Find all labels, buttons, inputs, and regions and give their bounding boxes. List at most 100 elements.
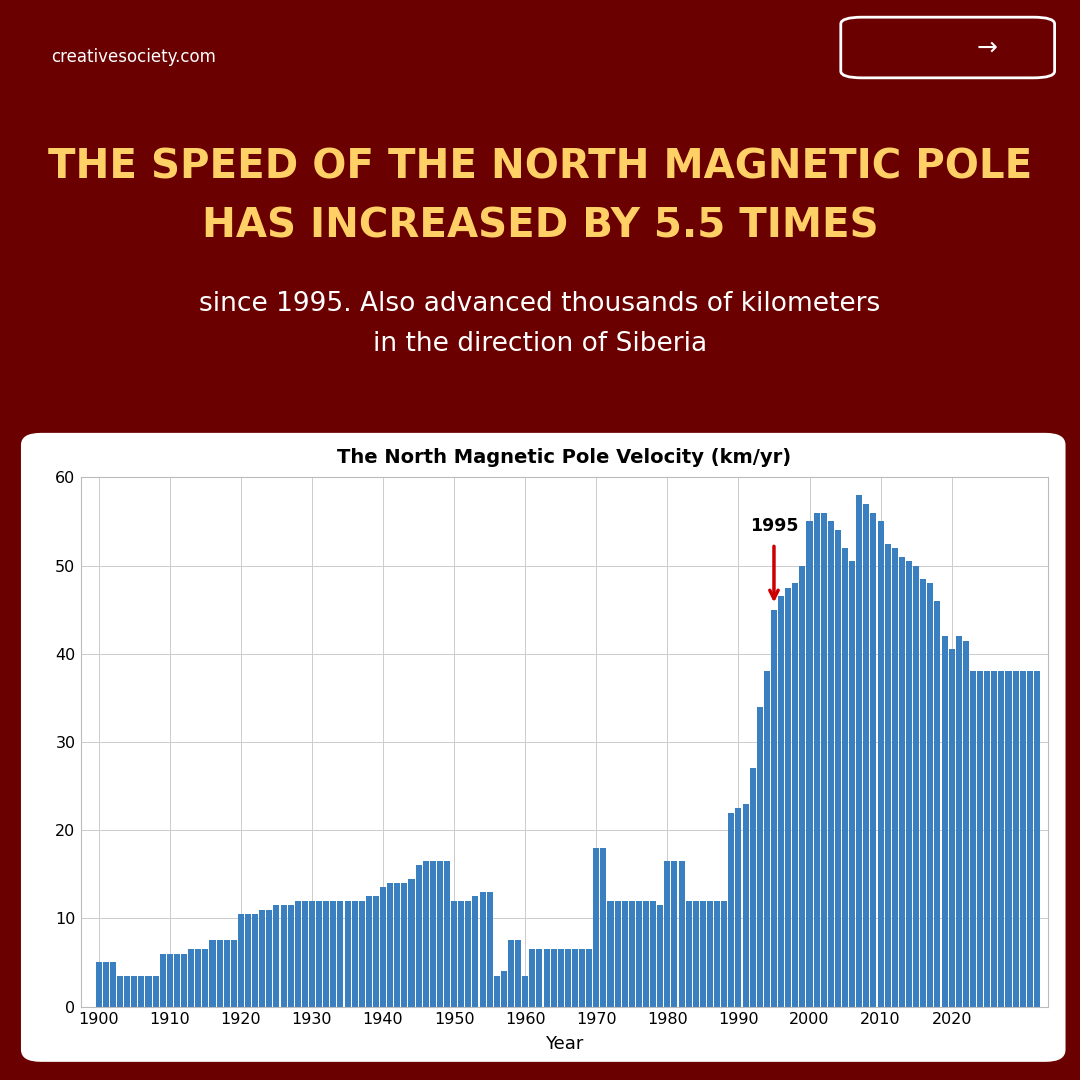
Text: since 1995. Also advanced thousands of kilometers
in the direction of Siberia: since 1995. Also advanced thousands of k… — [200, 291, 880, 357]
Bar — [557, 949, 564, 1007]
Bar — [1005, 672, 1012, 1007]
Bar — [117, 975, 123, 1007]
Bar — [146, 975, 151, 1007]
Bar — [202, 949, 208, 1007]
Bar — [1027, 672, 1032, 1007]
Bar — [998, 672, 1004, 1007]
Bar — [835, 530, 841, 1007]
Bar — [870, 513, 877, 1007]
FancyBboxPatch shape — [840, 17, 1055, 78]
Bar — [607, 901, 613, 1007]
Bar — [295, 901, 301, 1007]
Bar — [210, 941, 216, 1007]
Bar — [458, 901, 464, 1007]
Bar — [948, 649, 955, 1007]
Bar — [692, 901, 699, 1007]
Bar — [743, 804, 748, 1007]
Bar — [330, 901, 336, 1007]
Bar — [977, 672, 983, 1007]
Bar — [678, 861, 685, 1007]
Bar — [793, 583, 798, 1007]
Bar — [529, 949, 536, 1007]
Bar — [643, 901, 649, 1007]
Bar — [359, 901, 365, 1007]
Bar — [430, 861, 436, 1007]
Bar — [316, 901, 322, 1007]
Bar — [579, 949, 585, 1007]
Bar — [942, 636, 947, 1007]
Bar — [586, 949, 592, 1007]
Bar — [700, 901, 706, 1007]
Bar — [714, 901, 720, 1007]
Bar — [408, 879, 415, 1007]
Bar — [778, 596, 784, 1007]
Bar — [224, 941, 230, 1007]
Bar — [138, 975, 145, 1007]
Bar — [593, 848, 599, 1007]
Bar — [174, 954, 180, 1007]
Bar — [217, 941, 222, 1007]
Bar — [764, 672, 770, 1007]
Bar — [600, 848, 606, 1007]
Bar — [387, 883, 393, 1007]
Bar — [523, 975, 528, 1007]
Bar — [984, 672, 990, 1007]
Bar — [956, 636, 962, 1007]
Bar — [672, 861, 677, 1007]
Bar — [352, 901, 357, 1007]
Bar — [422, 861, 429, 1007]
Bar — [287, 905, 294, 1007]
Bar — [103, 962, 109, 1007]
Bar — [849, 562, 855, 1007]
Bar — [188, 949, 194, 1007]
Bar — [160, 954, 165, 1007]
Title: The North Magnetic Pole Velocity (km/yr): The North Magnetic Pole Velocity (km/yr) — [337, 448, 792, 468]
Bar — [1020, 672, 1026, 1007]
X-axis label: Year: Year — [545, 1036, 583, 1053]
Bar — [302, 901, 308, 1007]
Bar — [728, 812, 734, 1007]
Bar — [124, 975, 131, 1007]
Bar — [537, 949, 542, 1007]
Bar — [913, 566, 919, 1007]
Bar — [337, 901, 343, 1007]
Bar — [152, 975, 159, 1007]
Bar — [771, 609, 777, 1007]
Bar — [906, 562, 912, 1007]
Bar — [856, 495, 862, 1007]
Bar — [132, 975, 137, 1007]
Bar — [636, 901, 642, 1007]
Bar — [309, 901, 315, 1007]
Bar — [394, 883, 401, 1007]
Bar — [878, 522, 883, 1007]
Bar — [380, 888, 386, 1007]
Bar — [892, 548, 897, 1007]
Bar — [437, 861, 443, 1007]
Bar — [480, 892, 486, 1007]
Bar — [444, 861, 450, 1007]
Bar — [721, 901, 727, 1007]
Bar — [757, 706, 762, 1007]
Text: THE SPEED OF THE NORTH MAGNETIC POLE: THE SPEED OF THE NORTH MAGNETIC POLE — [48, 147, 1032, 188]
Bar — [863, 503, 869, 1007]
Bar — [551, 949, 556, 1007]
Bar — [799, 566, 806, 1007]
Bar — [813, 513, 820, 1007]
Bar — [572, 949, 578, 1007]
Bar — [487, 892, 492, 1007]
Bar — [807, 522, 812, 1007]
Bar — [963, 640, 969, 1007]
Bar — [110, 962, 116, 1007]
Bar — [323, 901, 329, 1007]
Bar — [543, 949, 550, 1007]
Bar — [899, 557, 905, 1007]
Bar — [166, 954, 173, 1007]
Bar — [785, 588, 792, 1007]
Bar — [934, 600, 941, 1007]
Bar — [658, 905, 663, 1007]
Bar — [402, 883, 407, 1007]
Bar — [650, 901, 657, 1007]
Bar — [686, 901, 691, 1007]
Bar — [842, 548, 848, 1007]
Bar — [181, 954, 187, 1007]
